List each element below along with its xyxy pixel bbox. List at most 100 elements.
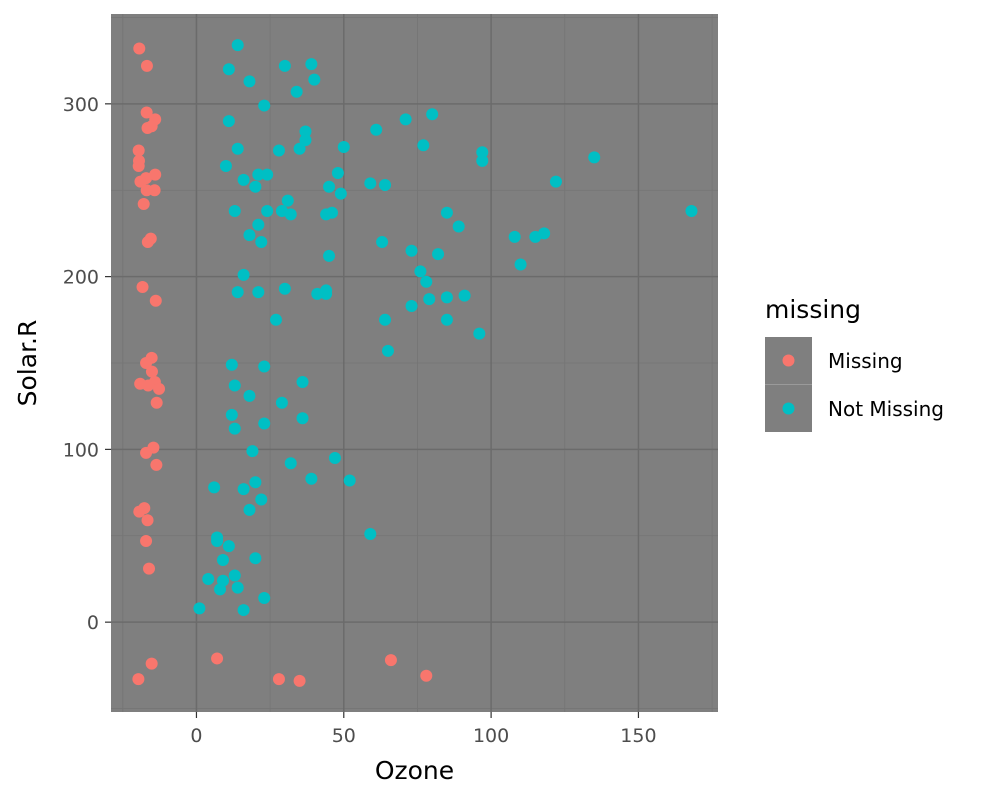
- point-not-missing: [337, 141, 350, 154]
- point-not-missing: [325, 206, 338, 219]
- point-not-missing: [228, 379, 241, 392]
- point-not-missing: [255, 236, 268, 249]
- point-missing: [153, 382, 166, 395]
- point-not-missing: [211, 534, 224, 547]
- point-not-missing: [476, 154, 489, 167]
- point-not-missing: [323, 249, 336, 262]
- point-not-missing: [246, 445, 259, 458]
- point-not-missing: [379, 313, 392, 326]
- point-not-missing: [320, 287, 333, 300]
- point-not-missing: [323, 180, 336, 193]
- point-missing: [133, 42, 146, 55]
- point-missing: [211, 652, 224, 665]
- point-not-missing: [290, 85, 303, 98]
- point-not-missing: [228, 569, 241, 582]
- point-not-missing: [270, 313, 283, 326]
- point-not-missing: [473, 327, 486, 340]
- point-not-missing: [216, 553, 229, 566]
- point-not-missing: [293, 142, 306, 155]
- point-not-missing: [514, 258, 527, 271]
- point-not-missing: [343, 474, 356, 487]
- point-not-missing: [222, 540, 235, 553]
- point-not-missing: [252, 168, 265, 181]
- x-axis-ticks: 0 50 100 150: [190, 712, 657, 747]
- point-missing: [420, 669, 433, 682]
- point-not-missing: [258, 360, 271, 373]
- legend-marker-not-missing: [782, 402, 795, 415]
- point-not-missing: [331, 166, 344, 179]
- x-tick-label: 150: [620, 725, 656, 747]
- point-not-missing: [249, 180, 262, 193]
- point-missing: [150, 396, 163, 409]
- point-not-missing: [364, 528, 377, 541]
- point-not-missing: [243, 229, 256, 242]
- point-not-missing: [476, 146, 489, 159]
- point-not-missing: [685, 204, 698, 217]
- point-not-missing: [305, 472, 318, 485]
- point-missing: [132, 144, 145, 157]
- x-tick-label: 100: [473, 725, 509, 747]
- point-not-missing: [225, 358, 238, 371]
- point-not-missing: [284, 208, 297, 221]
- point-not-missing: [222, 115, 235, 128]
- point-not-missing: [275, 396, 288, 409]
- point-missing: [149, 168, 162, 181]
- legend-label-missing: Missing: [828, 349, 903, 373]
- point-not-missing: [249, 476, 262, 489]
- point-not-missing: [243, 503, 256, 516]
- point-missing: [137, 198, 150, 211]
- point-not-missing: [305, 58, 318, 71]
- legend-marker-missing: [782, 354, 795, 367]
- point-not-missing: [237, 604, 250, 617]
- point-not-missing: [440, 291, 453, 304]
- point-not-missing: [588, 151, 601, 164]
- point-not-missing: [508, 230, 521, 243]
- point-not-missing: [423, 293, 436, 306]
- point-missing: [140, 534, 153, 547]
- point-not-missing: [452, 220, 465, 233]
- point-missing: [141, 236, 154, 249]
- point-not-missing: [381, 344, 394, 357]
- point-not-missing: [417, 139, 430, 152]
- point-not-missing: [252, 218, 265, 231]
- point-not-missing: [258, 417, 271, 430]
- point-not-missing: [214, 583, 227, 596]
- point-not-missing: [278, 59, 291, 72]
- point-not-missing: [208, 481, 221, 494]
- point-missing: [136, 280, 149, 293]
- point-not-missing: [299, 134, 312, 147]
- point-not-missing: [249, 552, 262, 565]
- point-not-missing: [231, 581, 244, 594]
- point-not-missing: [261, 168, 274, 181]
- y-axis-title: Solar.R: [13, 320, 42, 407]
- point-not-missing: [299, 125, 312, 138]
- point-not-missing: [281, 194, 294, 207]
- point-not-missing: [225, 408, 238, 421]
- point-not-missing: [278, 282, 291, 295]
- point-not-missing: [379, 179, 392, 192]
- legend-label-not-missing: Not Missing: [828, 397, 944, 421]
- point-missing: [145, 120, 158, 133]
- point-not-missing: [426, 108, 439, 121]
- legend: missing Missing Not Missing: [765, 295, 944, 432]
- point-not-missing: [414, 265, 427, 278]
- point-not-missing: [258, 591, 271, 604]
- y-tick-label: 0: [87, 612, 99, 634]
- point-missing: [134, 175, 147, 188]
- point-missing: [140, 357, 153, 369]
- x-tick-label: 0: [190, 725, 202, 747]
- point-not-missing: [258, 99, 271, 112]
- point-not-missing: [420, 275, 433, 288]
- point-not-missing: [405, 299, 418, 312]
- grid-lines: [111, 14, 718, 712]
- point-not-missing: [202, 572, 215, 585]
- point-not-missing: [228, 204, 241, 217]
- legend-title: missing: [765, 295, 861, 324]
- point-not-missing: [261, 204, 274, 217]
- point-not-missing: [364, 177, 377, 190]
- point-not-missing: [284, 457, 297, 470]
- point-not-missing: [231, 142, 244, 155]
- point-missing: [140, 106, 153, 119]
- point-not-missing: [334, 187, 347, 200]
